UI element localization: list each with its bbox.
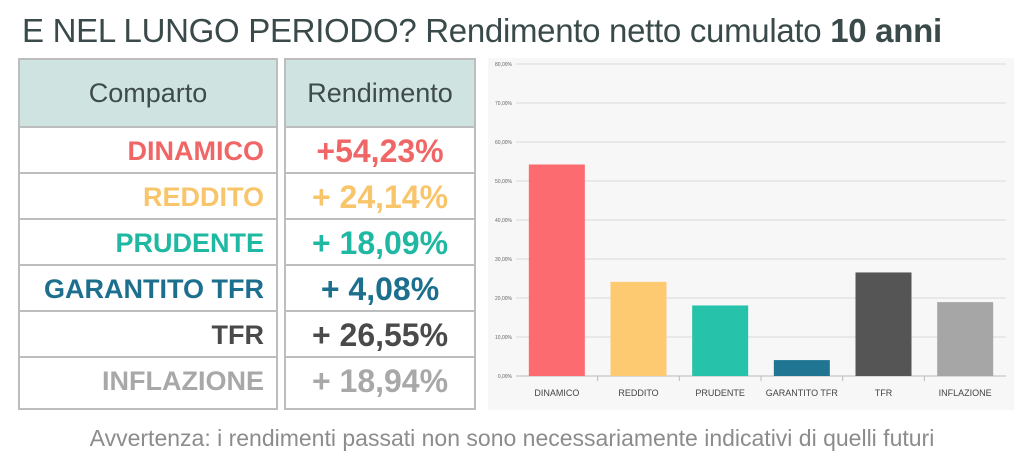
y-tick-label: 20,00% xyxy=(495,296,513,302)
rendimento-cell-garantito-tfr: + 4,08% xyxy=(286,266,474,312)
bar-chart: 0,00% 10,00% 20,00% 30,00% 40,00% 50,00% 60,00… xyxy=(495,62,1006,398)
y-tick-label: 0,00% xyxy=(498,374,513,380)
bar-prudente xyxy=(692,305,749,376)
comparto-cell-inflazione: INFLAZIONE xyxy=(102,366,264,396)
comparto-cell-reddito: REDDITO xyxy=(20,174,276,220)
rendimento-cell-prudente: + 18,09% xyxy=(286,220,474,266)
y-tick-label: 60,00% xyxy=(495,140,513,146)
x-tick-label: REDDITO xyxy=(618,388,658,398)
title-bold-text: 10 anni xyxy=(830,12,942,49)
comparto-cell-prudente: PRUDENTE xyxy=(20,220,276,266)
comparto-cell-dinamico: DINAMICO xyxy=(20,128,276,174)
y-tick-label: 70,00% xyxy=(495,101,513,107)
y-tick-label: 50,00% xyxy=(495,179,513,185)
comparto-cell-garantito-tfr: GARANTITO TFR xyxy=(20,266,276,312)
bar-tfr xyxy=(855,272,912,376)
y-tick-label: 30,00% xyxy=(495,257,513,263)
x-tick-label: GARANTITO TFR xyxy=(766,388,839,398)
y-tick-label: 40,00% xyxy=(495,218,513,224)
x-tick-label: INFLAZIONE xyxy=(939,388,992,398)
bar-inflazione xyxy=(937,302,994,376)
rendimento-cell-tfr: + 26,55% xyxy=(286,312,474,358)
x-tick-label: PRUDENTE xyxy=(695,388,745,398)
bar-reddito xyxy=(610,281,667,376)
comparto-header: Comparto xyxy=(20,60,276,128)
title-text: E NEL LUNGO PERIODO? Rendimento netto cu… xyxy=(22,12,831,49)
comparto-cell-tfr: TFR xyxy=(20,312,276,358)
y-tick-label: 80,00% xyxy=(495,62,513,68)
rendimento-header: Rendimento xyxy=(286,60,474,128)
comparto-column: Comparto DINAMICO REDDITO PRUDENTE GARAN… xyxy=(18,58,278,410)
page-title: E NEL LUNGO PERIODO? Rendimento netto cu… xyxy=(22,10,1012,52)
bar-garantito-tfr xyxy=(773,360,830,376)
disclaimer-footer: Avvertenza: i rendimenti passati non son… xyxy=(89,425,935,451)
rendimento-column: Rendimento +54,23% + 24,14% + 18,09% + 4… xyxy=(284,58,476,410)
x-tick-label: TFR xyxy=(875,388,893,398)
rendimento-cell-reddito: + 24,14% xyxy=(286,174,474,220)
rendimento-cell-inflazione: + 18,94% xyxy=(311,363,449,399)
y-tick-label: 10,00% xyxy=(495,335,513,341)
x-tick-label: DINAMICO xyxy=(534,388,579,398)
bar-chart-panel: 0,00% 10,00% 20,00% 30,00% 40,00% 50,00% 60,00… xyxy=(488,58,1014,410)
rendimento-cell-dinamico: +54,23% xyxy=(286,128,474,174)
bar-dinamico xyxy=(528,164,585,376)
